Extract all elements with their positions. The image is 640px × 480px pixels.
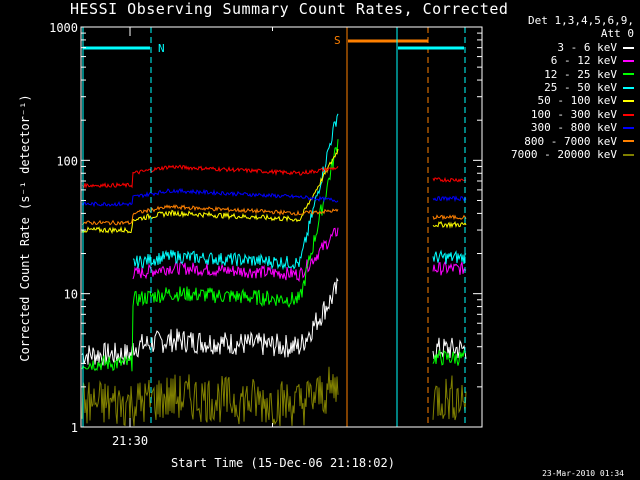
legend-item: 300 - 800 keV <box>484 121 634 134</box>
y-tick-label: 1000 <box>49 21 78 35</box>
series-line-800-7000-kev <box>81 204 467 226</box>
y-tick-label: 1 <box>71 421 78 435</box>
timestamp: 23-Mar-2010 01:34 <box>542 469 624 478</box>
legend-item: 3 - 6 keV <box>484 41 634 54</box>
legend-swatch <box>623 113 634 116</box>
legend-swatch <box>623 126 634 129</box>
legend-label: 12 - 25 keV <box>544 67 617 81</box>
y-tick-label: 100 <box>56 154 78 168</box>
legend-label: 7000 - 20000 keV <box>511 148 617 162</box>
x-tick-label: 21:30 <box>112 434 148 448</box>
series-line-25-50-kev <box>132 113 467 271</box>
chart-title: HESSI Observing Summary Count Rates, Cor… <box>70 0 509 18</box>
legend-item: 25 - 50 keV <box>484 81 634 94</box>
x-axis-title: Start Time (15-Dec-06 21:18:02) <box>171 456 395 470</box>
legend-label: 300 - 800 keV <box>530 121 617 135</box>
legend-item: 6 - 12 keV <box>484 54 634 67</box>
marker-layer: NS <box>82 27 466 427</box>
legend-label: 6 - 12 keV <box>550 54 617 68</box>
plot-frame <box>80 26 483 428</box>
legend-item: 12 - 25 keV <box>484 68 634 81</box>
series-line-6-12-kev <box>132 227 467 283</box>
legend-item: 800 - 7000 keV <box>484 135 634 148</box>
legend-label: 100 - 300 keV <box>530 107 617 121</box>
legend-label: 50 - 100 keV <box>537 94 617 108</box>
legend-swatch <box>623 59 634 62</box>
legend-swatch <box>623 73 634 76</box>
series-line-100-300-kev <box>81 164 467 190</box>
y-axis-title: Corrected Count Rate (s⁻¹ detector⁻¹) <box>18 94 32 361</box>
legend-header-line2: Att 0 <box>600 27 634 41</box>
series-line-12-25-kev <box>81 139 467 372</box>
series-line-3-6-kev <box>81 277 467 366</box>
night-label: N <box>158 42 165 55</box>
series-line-50-100-kev <box>81 148 467 235</box>
data-layer <box>81 113 467 427</box>
series-line-300-800-kev <box>81 187 467 208</box>
legend-header-line1: Det 1,3,4,5,6,9, <box>528 14 634 27</box>
saa-label: S <box>334 34 341 47</box>
y-tick-label: 10 <box>64 288 78 302</box>
legend-label: 800 - 7000 keV <box>524 134 617 148</box>
legend-swatch <box>623 153 634 156</box>
legend-swatch <box>623 100 634 103</box>
legend: Det 1,3,4,5,6,9, Att 0 3 - 6 keV 6 - 12 k… <box>484 14 634 161</box>
legend-swatch <box>623 86 634 89</box>
series-line-7000-20000-kev <box>81 366 467 427</box>
legend-label: 25 - 50 keV <box>544 81 617 95</box>
legend-label: 3 - 6 keV <box>557 40 617 54</box>
legend-swatch <box>623 140 634 143</box>
legend-item: 7000 - 20000 keV <box>484 148 634 161</box>
legend-swatch <box>623 46 634 49</box>
legend-item: 100 - 300 keV <box>484 108 634 121</box>
legend-item: 50 - 100 keV <box>484 94 634 107</box>
